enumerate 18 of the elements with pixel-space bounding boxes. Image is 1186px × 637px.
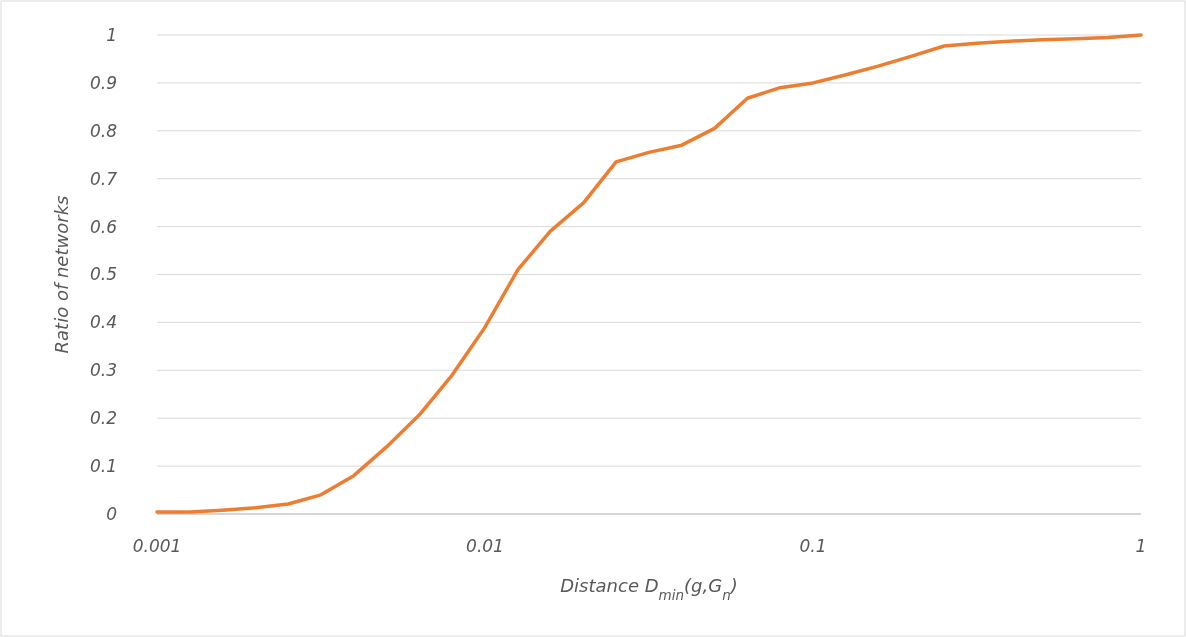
- y-axis-title: Ratio of networks: [51, 195, 72, 354]
- x-tick-label: 0.1: [799, 536, 827, 556]
- line-series: [155, 33, 1143, 514]
- y-tick-label: 1: [106, 24, 117, 45]
- y-tick-label: 0.1: [89, 456, 117, 477]
- x-tick-label: 0.001: [132, 536, 182, 556]
- y-tick-label: 0: [106, 503, 117, 524]
- x-tick-label: 0.01: [466, 536, 504, 556]
- y-tick-label: 0.6: [89, 216, 118, 237]
- y-tick-label: 0.8: [89, 120, 118, 141]
- y-tick-label: 0.5: [89, 264, 117, 285]
- y-tick-label: 0.7: [89, 168, 118, 189]
- y-tick-label: 0.3: [89, 360, 117, 381]
- y-tick-label: 0.9: [89, 72, 117, 93]
- y-tick-label: 0.2: [89, 408, 117, 429]
- y-tick-label: 0.4: [89, 312, 117, 333]
- x-axis-title: Distance D$_{min}$(g,G$_{n}$): [560, 575, 738, 603]
- x-tick-label: 1: [1135, 536, 1147, 556]
